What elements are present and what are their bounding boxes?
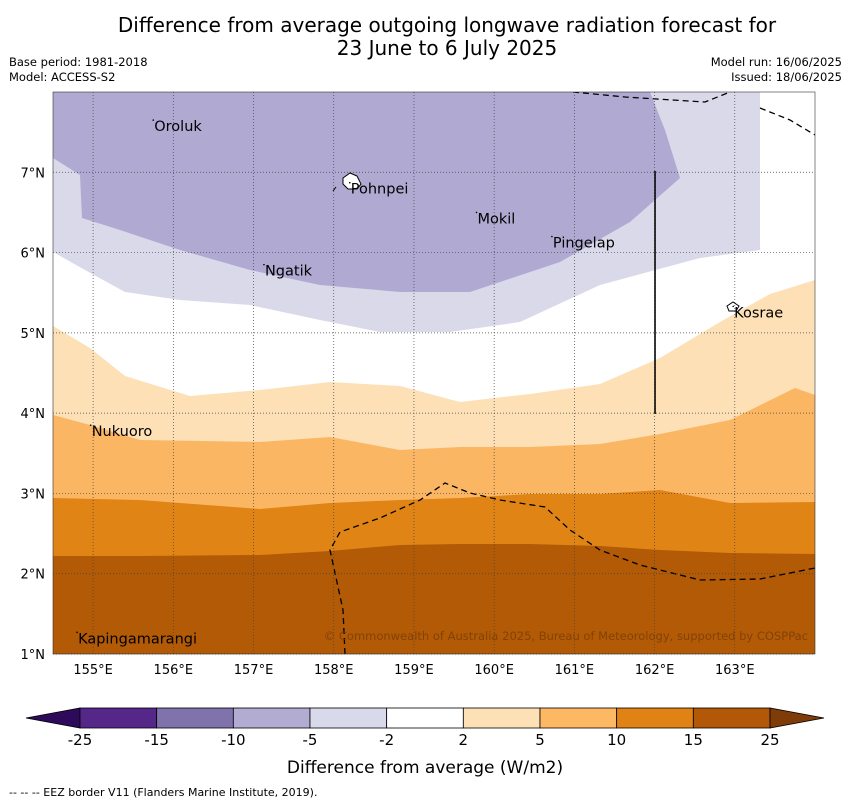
place-label: Kapingamarangi xyxy=(78,631,197,647)
region-neg-10-to-neg-5 xyxy=(53,92,680,292)
place-label: Nukuoro xyxy=(92,424,153,440)
issued-date: Issued: 18/06/2025 xyxy=(731,70,842,84)
map-title: Difference from average outgoing longwav… xyxy=(0,14,850,60)
lon-tick-label: 157°E xyxy=(234,663,274,678)
colorbar-tick-label: 5 xyxy=(535,731,545,749)
colorbar-label: Difference from average (W/m2) xyxy=(287,758,563,778)
colorbar-tick-label: 2 xyxy=(459,731,469,749)
place-labels: Oroluk Pohnpei Mokil Pingelap Ngatik Kosrae Nu… xyxy=(76,119,783,647)
map-frame xyxy=(52,91,816,655)
lon-tick-label: 158°E xyxy=(314,663,354,678)
colorbar-tick-label: -15 xyxy=(144,731,169,749)
colorbar-tick-label: -2 xyxy=(379,731,394,749)
place-marker xyxy=(152,119,155,121)
lon-tick-label: 163°E xyxy=(715,663,755,678)
colorbar-segment xyxy=(539,707,618,729)
lat-tick-label: 4°N xyxy=(21,407,46,422)
title-line-1: Difference from average outgoing longwav… xyxy=(117,13,777,37)
colorbar-segment xyxy=(386,707,464,729)
colorbar-min-arrow xyxy=(25,707,81,729)
lat-tick-label: 3°N xyxy=(21,487,46,502)
place-marker xyxy=(551,235,553,238)
lat-tick-label: 2°N xyxy=(21,568,46,583)
place-label: Kosrae xyxy=(734,305,783,321)
colorbar-tick-label: 15 xyxy=(684,731,703,749)
colorbar: -25 -15 -10 -5 -2 2 5 10 15 25 xyxy=(25,707,825,749)
model-name: Model: ACCESS-S2 xyxy=(9,70,116,84)
colorbar-segment xyxy=(79,707,158,729)
colorbar-segment xyxy=(692,707,771,729)
base-period: Base period: 1981-2018 xyxy=(9,55,148,69)
eez-border-south xyxy=(329,482,815,654)
place-label: Ngatik xyxy=(265,264,313,280)
latitude-labels: 1°N 2°N 3°N 4°N 5°N 6°N 7°N xyxy=(21,166,46,663)
place-label: Pohnpei xyxy=(351,182,409,198)
title-line-2: 23 June to 6 July 2025 xyxy=(336,36,558,60)
place-marker xyxy=(89,424,92,426)
place-marker xyxy=(263,263,265,266)
colorbar-segment xyxy=(462,707,541,729)
lon-tick-label: 159°E xyxy=(394,663,434,678)
eez-footnote: -- -- -- EEZ border V11 (Flanders Marine… xyxy=(9,786,318,799)
colorbar-tick-label: -5 xyxy=(303,731,318,749)
place-marker xyxy=(76,631,78,634)
colorbar-segment xyxy=(616,707,694,729)
colorbar-tick-label: 25 xyxy=(760,731,779,749)
lon-tick-label: 161°E xyxy=(555,663,595,678)
colorbar-max-arrow xyxy=(769,707,825,729)
lat-tick-label: 5°N xyxy=(21,327,46,342)
colorbar-segment xyxy=(232,707,311,729)
graticule xyxy=(53,92,815,655)
copyright-notice: © Commonwealth of Australia 2025, Bureau… xyxy=(324,629,808,643)
colorbar-segment xyxy=(309,707,388,729)
longitude-labels: 155°E 156°E 157°E 158°E 159°E 160°E 161°E 162°E… xyxy=(73,663,754,678)
colorbar-segment xyxy=(156,707,234,729)
meta-right: Model run: 16/06/2025 Issued: 18/06/2025 xyxy=(711,55,842,85)
lat-tick-label: 6°N xyxy=(21,247,46,262)
place-marker xyxy=(732,305,734,308)
lon-tick-label: 160°E xyxy=(474,663,514,678)
colorbar-tick-label: 10 xyxy=(607,731,626,749)
meta-left: Base period: 1981-2018 Model: ACCESS-S2 xyxy=(9,55,148,85)
lon-tick-label: 156°E xyxy=(154,663,194,678)
lat-tick-label: 1°N xyxy=(21,648,46,663)
pohnpei-dash xyxy=(332,186,337,192)
lat-tick-label: 7°N xyxy=(21,166,46,181)
place-label: Oroluk xyxy=(154,119,202,135)
lon-tick-label: 162°E xyxy=(635,663,675,678)
colorbar-tick-label: -10 xyxy=(221,731,246,749)
region-15-to-25 xyxy=(53,544,815,654)
lon-tick-label: 155°E xyxy=(73,663,113,678)
eez-borders xyxy=(329,92,815,654)
pohnpei-island xyxy=(342,172,362,190)
eez-border-north xyxy=(572,92,815,136)
place-label: Mokil xyxy=(478,211,516,227)
model-run: Model run: 16/06/2025 xyxy=(710,55,842,69)
place-marker xyxy=(348,181,351,184)
anomaly-fields xyxy=(53,92,815,654)
place-marker xyxy=(475,211,478,214)
place-label: Pingelap xyxy=(553,236,615,252)
colorbar-tick-label: -25 xyxy=(68,731,93,749)
